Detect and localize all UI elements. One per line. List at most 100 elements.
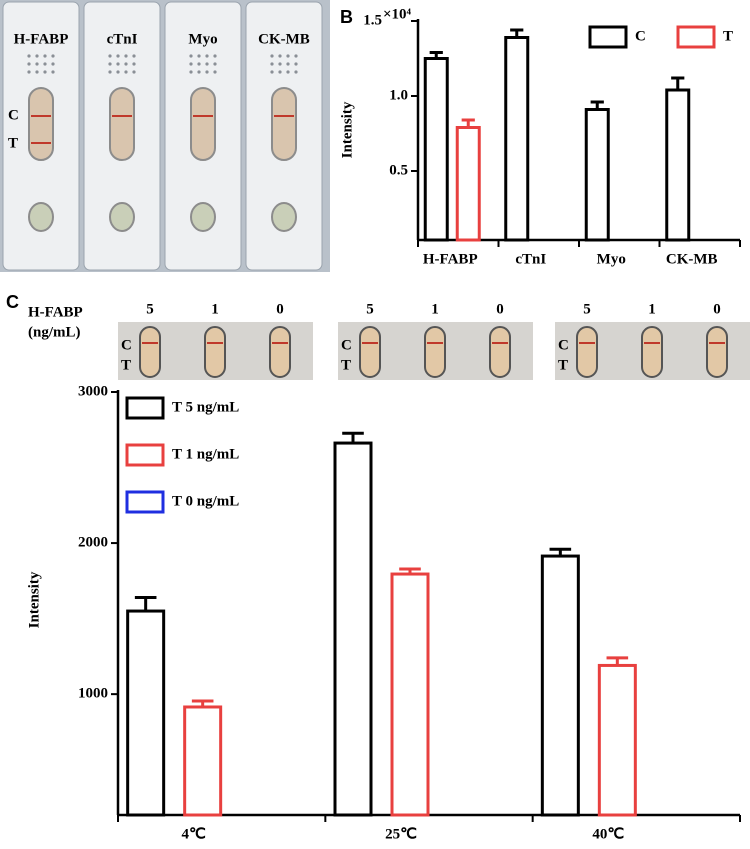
concentration-label: 5 [583,301,591,317]
legend-label: T 1 ng/mL [172,446,239,462]
strip-window [109,87,135,161]
line-label: C [8,107,19,123]
strip-window [359,326,381,378]
strip-dot [108,62,112,66]
strip-dot [189,62,193,66]
strip-dot [43,62,47,66]
strip-dot [108,70,112,74]
strip-dot [27,62,31,66]
error-bar [399,567,421,575]
strip-dot [27,54,31,58]
error-bar [510,28,524,38]
bar [504,36,530,242]
bar [126,609,166,817]
strip-dot [43,70,47,74]
strip-dot [51,62,55,66]
legend-swatch [125,490,165,514]
legend-swatch [676,25,716,49]
strip-dot [43,54,47,58]
line-label: T [341,357,351,373]
sample-well [271,202,297,232]
strip-window [28,87,54,161]
concentration-label: 1 [648,301,656,317]
x-tick-label: CK-MB [666,251,718,267]
error-bar [134,595,157,612]
strip-dot [270,62,274,66]
strip-dot [197,70,201,74]
x-tick-label: H-FABP [423,251,478,267]
strip-label: Myo [188,31,217,47]
strip-dot [108,54,112,58]
y-tick-label: 1000 [78,686,108,702]
strip-dot [294,62,298,66]
strip-dot [197,62,201,66]
legend-label: T [723,28,733,44]
strip-window [489,326,511,378]
bar [597,663,637,817]
strip-dot [189,70,193,74]
strip-dot [197,54,201,58]
strip-dot [189,54,193,58]
line-label: T [121,357,131,373]
strip-window [576,326,598,378]
panel-label: B [340,7,353,27]
concentration-label: 1 [431,301,439,317]
strip-dot [116,70,120,74]
legend-swatch [125,396,165,420]
strip-window [190,87,216,161]
strip-dot [27,70,31,74]
strip-dot [124,70,128,74]
error-bar [549,547,572,557]
y-multiplier: ×10⁴ [383,6,412,22]
error-bar [461,118,475,128]
strip-dot [124,62,128,66]
error-bar [342,431,364,444]
strip-window [706,326,728,378]
y-tick-label: 3000 [78,383,108,399]
line-label: T [558,357,568,373]
photo-analyte: H-FABP [28,304,83,320]
strip-dot [213,70,217,74]
strip-window [424,326,446,378]
strip-window [139,326,161,378]
error-bar [429,51,443,59]
bar [423,57,449,242]
legend-label: T 0 ng/mL [172,493,239,509]
bar [455,126,481,242]
strip-dot [286,62,290,66]
strip-window [271,87,297,161]
strip-dot [205,54,209,58]
concentration-label: 0 [713,301,721,317]
bar [584,108,610,242]
line-label: C [341,337,352,353]
legend-label: T 5 ng/mL [172,399,239,415]
error-bar [590,100,604,110]
y-tick-label: 1.5 [363,12,382,28]
x-tick-label: 4℃ [181,826,206,842]
strip-dot [132,62,136,66]
strip-dot [270,70,274,74]
strip-dot [213,62,217,66]
sample-well [28,202,54,232]
concentration-label: 1 [211,301,219,317]
error-bar [191,699,214,707]
strip-window [641,326,663,378]
strip-dot [205,70,209,74]
concentration-label: 0 [496,301,504,317]
photo-unit: (ng/mL) [28,324,81,340]
line-label: C [558,337,569,353]
legend-label: C [635,28,646,44]
strip-window [204,326,226,378]
line-label: T [8,135,18,151]
bar [665,88,691,242]
y-axis-label: Intensity [339,101,355,158]
x-tick-label: 25℃ [385,826,417,842]
x-tick-label: cTnI [515,251,546,267]
error-bar [671,76,685,90]
strip-dot [35,62,39,66]
bar [540,554,580,817]
concentration-label: 5 [366,301,374,317]
strip-dot [132,54,136,58]
y-tick-label: 1.0 [389,87,408,103]
